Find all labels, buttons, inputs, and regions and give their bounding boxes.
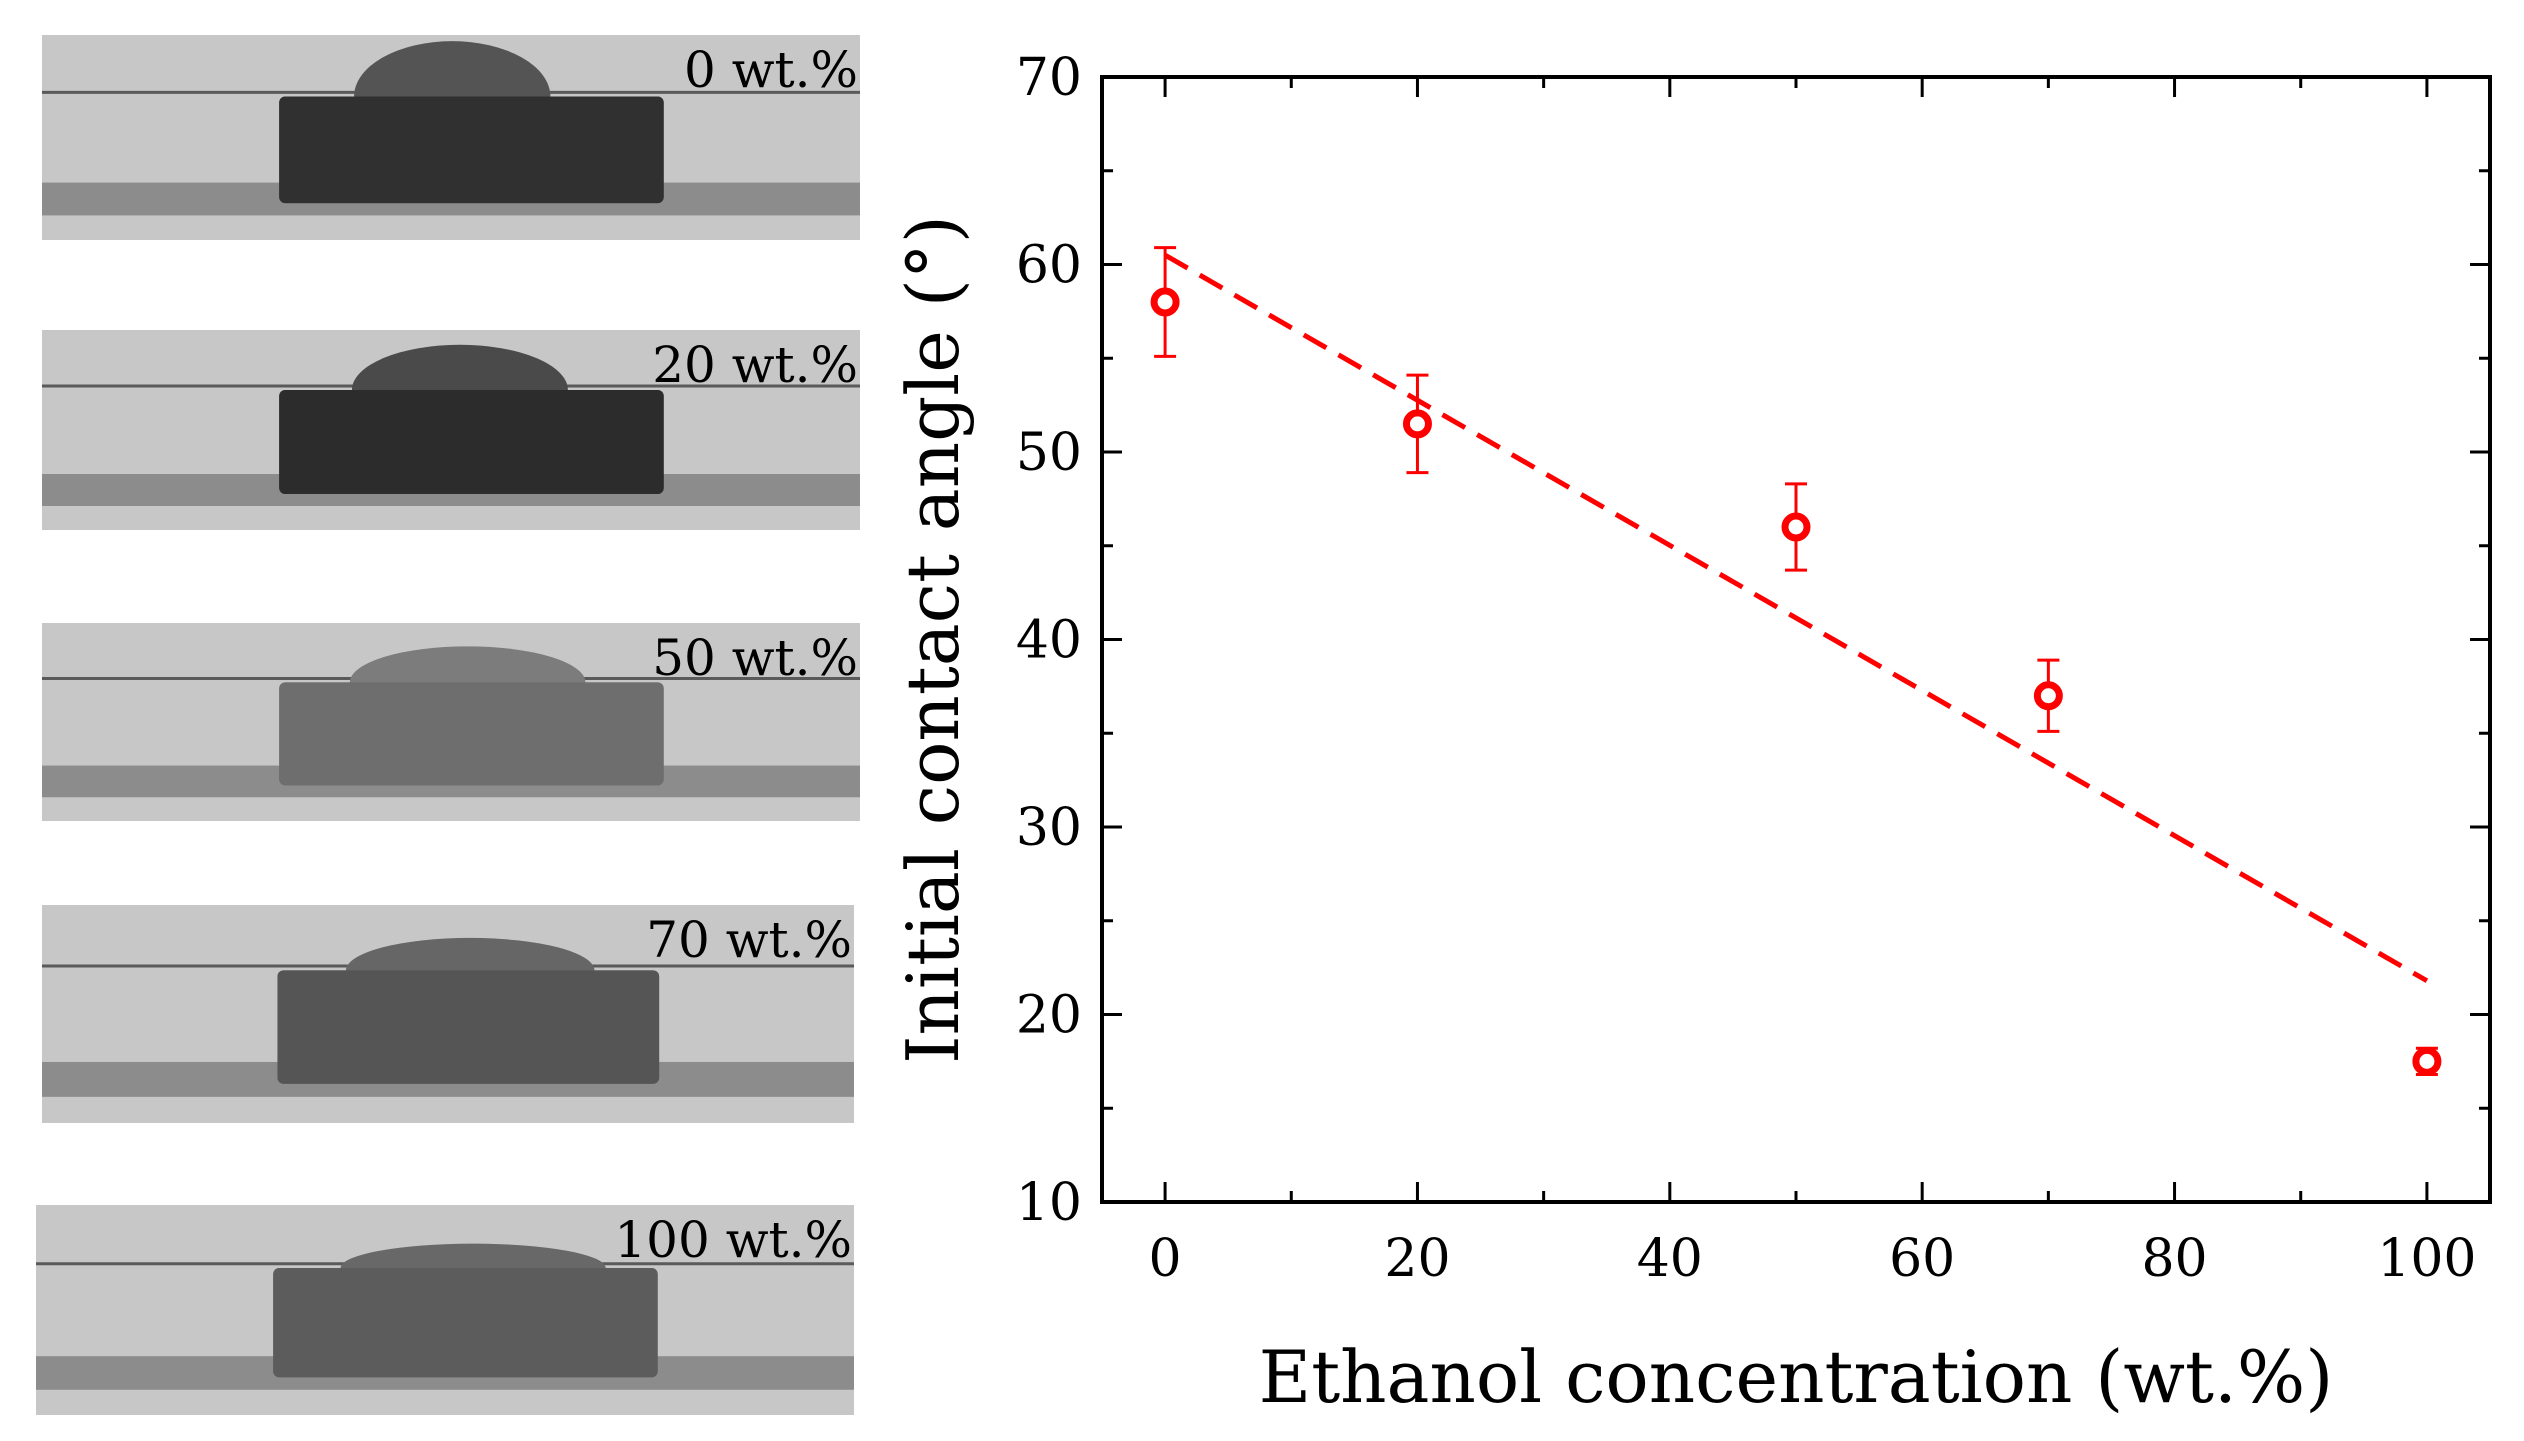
droplet-photo-50: 50 wt.% — [42, 623, 860, 821]
droplet-photo-70: 70 wt.% — [42, 905, 854, 1123]
photo-label: 0 wt.% — [684, 41, 858, 99]
x-tick-label: 60 — [1889, 1229, 1955, 1289]
droplet-photo-100: 100 wt.% — [36, 1205, 854, 1415]
photo-label: 70 wt.% — [646, 911, 852, 969]
substrate-block-front — [279, 96, 664, 204]
y-tick-label: 20 — [1016, 986, 1082, 1046]
x-tick-label: 20 — [1384, 1229, 1450, 1289]
droplet-photo-20: 20 wt.% — [42, 330, 860, 530]
plot-frame — [1100, 75, 2492, 1204]
x-tick-label: 100 — [2377, 1229, 2476, 1289]
data-point — [1150, 287, 1180, 317]
x-tick-label: 80 — [2141, 1229, 2207, 1289]
x-tick-label: 0 — [1149, 1229, 1182, 1289]
photo-label: 50 wt.% — [652, 629, 858, 687]
y-tick-label: 70 — [1016, 48, 1082, 108]
x-tick-label: 40 — [1637, 1229, 1703, 1289]
y-tick-label: 60 — [1016, 236, 1082, 296]
droplet-photo-0: 0 wt.% — [42, 35, 860, 240]
contact-angle-chart: 0 20 40 60 80 100 10 20 30 40 50 60 70 Ethanol conc… — [891, 48, 2492, 1419]
y-axis-title: Initial contact angle (°) — [891, 215, 975, 1064]
axis-ticks — [1102, 75, 2490, 1204]
fit-line — [1163, 252, 2429, 983]
data-point — [1781, 512, 1811, 542]
photo-label: 20 wt.% — [652, 336, 858, 394]
photo-label: 100 wt.% — [614, 1211, 852, 1269]
droplet-photo-panel: 0 wt.% 20 wt.% 50 wt.% 70 wt.% 100 wt.% — [36, 35, 860, 1415]
data-points — [1150, 246, 2442, 1076]
substrate-block-front — [277, 970, 660, 1084]
x-tick-labels: 0 20 40 60 80 100 — [1149, 1229, 2477, 1289]
substrate-block-front — [273, 1268, 658, 1378]
y-tick-label: 40 — [1016, 611, 1082, 671]
x-axis-title: Ethanol concentration (wt.%) — [1259, 1335, 2334, 1419]
y-tick-label: 10 — [1016, 1173, 1082, 1233]
data-point — [2412, 1046, 2442, 1076]
y-tick-labels: 10 20 30 40 50 60 70 — [1016, 48, 1082, 1233]
y-tick-label: 50 — [1016, 423, 1082, 483]
y-tick-label: 30 — [1016, 798, 1082, 858]
data-point — [1402, 409, 1432, 439]
data-point — [2033, 681, 2063, 711]
substrate-block-front — [279, 390, 664, 494]
substrate-block-front — [279, 682, 664, 786]
